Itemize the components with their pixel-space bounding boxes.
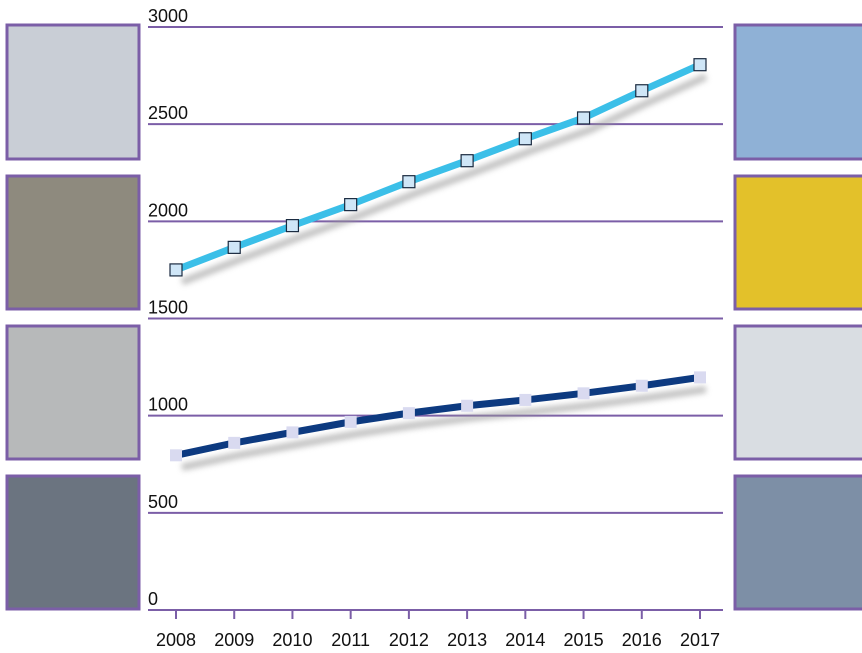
y-tick-label: 1500 — [148, 298, 188, 318]
photo-vans — [5, 23, 141, 161]
x-tick-label: 2015 — [564, 630, 604, 650]
point-marker — [518, 132, 532, 146]
point-marker — [228, 436, 241, 449]
point-marker — [460, 154, 474, 168]
point-marker — [169, 263, 183, 277]
x-tick-label: 2010 — [272, 630, 312, 650]
point-marker — [635, 379, 648, 392]
y-tick-label: 1000 — [148, 395, 188, 415]
photo-train — [733, 23, 862, 161]
point-marker — [227, 240, 241, 254]
photo-parked-vans — [5, 324, 141, 461]
photo-traffic — [5, 474, 141, 611]
photo-railway — [5, 174, 141, 311]
photo-yellow-vans — [733, 174, 862, 311]
x-tick-label: 2011 — [331, 630, 370, 650]
point-marker — [170, 449, 182, 462]
point-marker — [635, 84, 649, 98]
point-marker — [344, 198, 358, 212]
point-marker — [519, 393, 532, 406]
point-marker — [402, 407, 415, 420]
point-marker — [285, 219, 300, 233]
line-shadow — [180, 73, 708, 286]
x-tick-label: 2009 — [214, 630, 254, 650]
x-tick-label: 2017 — [680, 630, 720, 650]
x-tick-label: 2014 — [505, 630, 545, 650]
y-tick-label: 3000 — [148, 6, 188, 26]
x-tick-label: 2012 — [389, 630, 429, 650]
x-tick-label: 2013 — [447, 630, 487, 650]
y-tick-label: 500 — [148, 492, 178, 512]
point-marker — [402, 175, 416, 189]
line-shadow — [181, 385, 707, 471]
point-marker — [693, 58, 707, 72]
photo-truck — [733, 324, 862, 461]
x-tick-label: 2016 — [622, 630, 662, 650]
series-line — [175, 373, 701, 459]
y-tick-label: 2000 — [148, 200, 188, 220]
point-marker — [344, 415, 357, 428]
point-marker — [694, 371, 706, 384]
photo-column-right — [733, 23, 862, 611]
y-tick-label: 0 — [148, 589, 158, 609]
y-tick-label: 2500 — [148, 103, 188, 123]
point-marker — [286, 426, 299, 439]
series-line — [174, 61, 702, 274]
x-tick-label: 2008 — [156, 630, 196, 650]
photo-locomotive — [733, 474, 862, 611]
point-marker — [577, 387, 590, 400]
photo-column-left — [5, 23, 141, 611]
point-marker — [461, 399, 474, 412]
point-marker — [576, 111, 591, 125]
